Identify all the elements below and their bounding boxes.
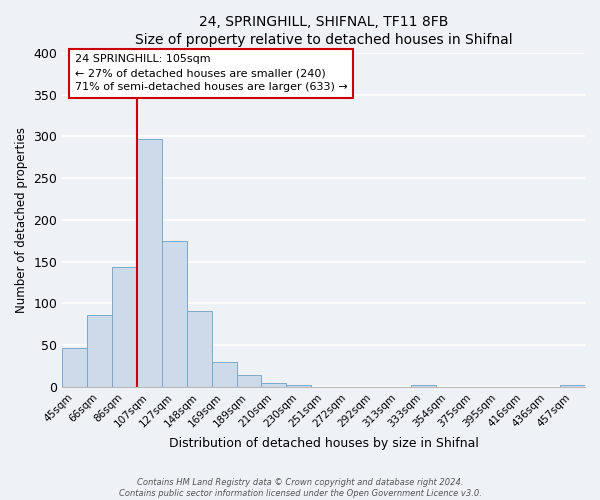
- Bar: [62, 348, 87, 387]
- Text: 24 SPRINGHILL: 105sqm
← 27% of detached houses are smaller (240)
71% of semi-det: 24 SPRINGHILL: 105sqm ← 27% of detached …: [75, 54, 347, 92]
- Bar: [87, 315, 112, 387]
- Bar: [236, 376, 262, 387]
- Bar: [137, 139, 162, 387]
- Bar: [112, 266, 137, 387]
- Bar: [162, 240, 187, 387]
- Text: Contains HM Land Registry data © Crown copyright and database right 2024.
Contai: Contains HM Land Registry data © Crown c…: [119, 478, 481, 498]
- Y-axis label: Number of detached properties: Number of detached properties: [15, 127, 28, 313]
- Bar: [411, 386, 436, 387]
- Bar: [262, 383, 286, 387]
- Bar: [187, 311, 212, 387]
- Bar: [560, 386, 585, 387]
- X-axis label: Distribution of detached houses by size in Shifnal: Distribution of detached houses by size …: [169, 437, 479, 450]
- Bar: [286, 386, 311, 387]
- Bar: [212, 362, 236, 387]
- Title: 24, SPRINGHILL, SHIFNAL, TF11 8FB
Size of property relative to detached houses i: 24, SPRINGHILL, SHIFNAL, TF11 8FB Size o…: [135, 15, 512, 48]
